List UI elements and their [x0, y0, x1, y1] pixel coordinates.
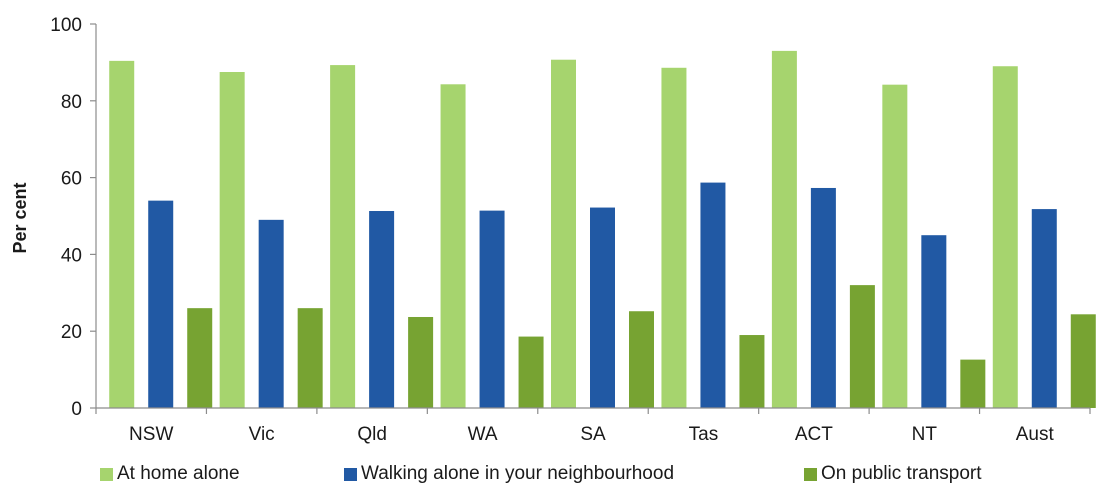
y-tick-label: 100 [50, 15, 82, 36]
bar-nsw-series-1 [148, 200, 174, 408]
legend-label: At home alone [117, 463, 240, 484]
x-tick-label: Vic [249, 424, 275, 445]
bar-aust-series-2 [1070, 314, 1096, 408]
x-tick-label: Tas [689, 424, 719, 445]
bar-qld-series-2 [408, 316, 434, 408]
bar-act-series-2 [849, 285, 875, 408]
y-tick-label: 0 [71, 399, 82, 420]
bar-qld-series-0 [330, 65, 356, 408]
bar-sa-series-1 [590, 207, 615, 408]
x-tick-label: NSW [129, 424, 173, 445]
legend-swatch [100, 467, 113, 481]
bar-act-series-0 [771, 50, 797, 408]
legend-swatch [344, 467, 357, 481]
x-tick-label: ACT [795, 424, 833, 445]
y-tick-label: 40 [61, 245, 82, 266]
legend-swatch [804, 467, 817, 481]
bar-nt-series-2 [960, 359, 986, 408]
x-tick-label: Qld [357, 424, 387, 445]
x-tick-label: NT [912, 424, 938, 445]
bars [109, 50, 1096, 409]
bar-aust-series-1 [1031, 209, 1057, 408]
bar-nt-series-0 [882, 84, 908, 408]
bar-sa-series-2 [629, 311, 654, 408]
y-tick-label: 20 [61, 322, 82, 343]
bar-nt-series-1 [921, 235, 947, 408]
bar-nsw-series-0 [109, 60, 135, 408]
axes [95, 24, 1090, 409]
legend-label: Walking alone in your neighbourhood [361, 463, 675, 484]
legend-label: On public transport [821, 463, 982, 484]
legend-item-walking-alone: Walking alone in your neighbourhood [344, 462, 674, 486]
bar-sa-series-0 [551, 59, 576, 408]
x-axis-ticks: NSW Vic Qld WA SA Tas ACT NT Aust [95, 408, 1091, 445]
bar-nsw-series-2 [187, 308, 213, 408]
bar-tas-series-2 [739, 335, 765, 408]
bar-tas-series-1 [700, 182, 726, 408]
bar-aust-series-0 [992, 66, 1018, 409]
x-tick-label: WA [468, 424, 498, 445]
y-axis-ticks: 0 20 40 60 80 100 [50, 15, 96, 420]
bar-wa-series-2 [518, 336, 544, 408]
bar-vic-series-0 [219, 72, 245, 408]
y-tick-label: 80 [61, 92, 82, 113]
y-tick-label: 60 [61, 169, 82, 190]
legend: At home alone Walking alone in your neig… [0, 462, 1115, 486]
legend-item-at-home-alone: At home alone [100, 462, 240, 486]
x-tick-label: SA [580, 424, 606, 445]
bar-act-series-1 [810, 187, 836, 408]
bar-vic-series-2 [297, 308, 323, 408]
bar-wa-series-1 [479, 210, 505, 408]
bar-tas-series-0 [661, 67, 687, 408]
bar-qld-series-1 [369, 211, 395, 408]
bar-vic-series-1 [258, 219, 284, 408]
legend-item-on-public-transport: On public transport [804, 462, 982, 486]
y-axis-title: Per cent [10, 182, 30, 253]
bar-wa-series-0 [440, 84, 466, 409]
x-tick-label: Aust [1016, 424, 1055, 445]
